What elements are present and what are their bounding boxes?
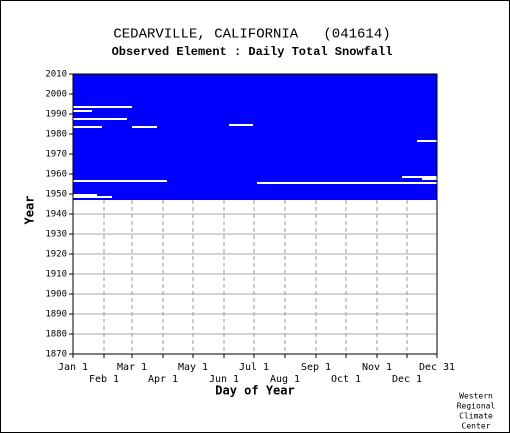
x-tick-label: Aug 1 bbox=[270, 374, 300, 385]
y-tick-label: 1910 bbox=[45, 270, 67, 280]
x-tick-label: Feb 1 bbox=[89, 374, 119, 385]
y-tick-label: 1890 bbox=[45, 310, 67, 320]
plot-border bbox=[72, 73, 438, 355]
y-tick-label: 1900 bbox=[45, 290, 67, 300]
y-tick-label: 1990 bbox=[45, 110, 67, 120]
chart-title: CEDARVILLE, CALIFORNIA (041614) bbox=[113, 27, 390, 43]
data-coverage bbox=[73, 74, 437, 200]
footer-text: Western bbox=[459, 392, 493, 401]
missing-data bbox=[422, 178, 437, 180]
missing-data bbox=[73, 110, 92, 112]
x-tick-label: Jul 1 bbox=[239, 362, 269, 373]
y-tick-label: 1920 bbox=[45, 250, 67, 260]
y-tick-label: 1970 bbox=[45, 150, 67, 160]
y-tick-label: 1870 bbox=[45, 350, 67, 360]
footer-text: Center bbox=[462, 422, 491, 431]
x-tick-label: Dec 1 bbox=[392, 374, 422, 385]
x-tick-label: Dec 31 bbox=[419, 362, 455, 373]
y-tick-label: 1980 bbox=[45, 130, 67, 140]
missing-data bbox=[417, 140, 437, 142]
missing-data bbox=[132, 126, 157, 128]
missing-data bbox=[73, 180, 167, 182]
x-tick-label: Mar 1 bbox=[117, 362, 147, 373]
missing-data bbox=[257, 182, 437, 184]
x-tick-label: Oct 1 bbox=[331, 374, 361, 385]
x-tick-label: Apr 1 bbox=[148, 374, 178, 385]
y-tick-label: 1950 bbox=[45, 190, 67, 200]
chart-subtitle: Observed Element : Daily Total Snowfall bbox=[112, 45, 393, 59]
y-tick-label: 1880 bbox=[45, 330, 67, 340]
x-tick-label: Jun 1 bbox=[209, 374, 239, 385]
y-axis-label: Year bbox=[23, 196, 37, 225]
footer-text: Regional bbox=[457, 402, 496, 411]
x-tick-label: Nov 1 bbox=[362, 362, 392, 373]
x-axis-label: Day of Year bbox=[215, 384, 294, 398]
missing-data bbox=[402, 176, 437, 178]
x-tick-label: Sep 1 bbox=[301, 362, 331, 373]
missing-data bbox=[229, 124, 253, 126]
x-tick-label: May 1 bbox=[178, 362, 208, 373]
missing-data bbox=[73, 106, 132, 108]
missing-data bbox=[73, 118, 127, 120]
x-tick-label: Jan 1 bbox=[58, 362, 88, 373]
missing-data bbox=[73, 126, 102, 128]
y-tick-label: 2010 bbox=[45, 70, 67, 80]
y-tick-label: 1940 bbox=[45, 210, 67, 220]
missing-data bbox=[73, 196, 112, 198]
footer-text: Climate bbox=[459, 412, 493, 421]
y-tick-label: 2000 bbox=[45, 90, 67, 100]
y-tick-label: 1960 bbox=[45, 170, 67, 180]
y-tick-label: 1930 bbox=[45, 230, 67, 240]
missing-data bbox=[73, 194, 97, 196]
